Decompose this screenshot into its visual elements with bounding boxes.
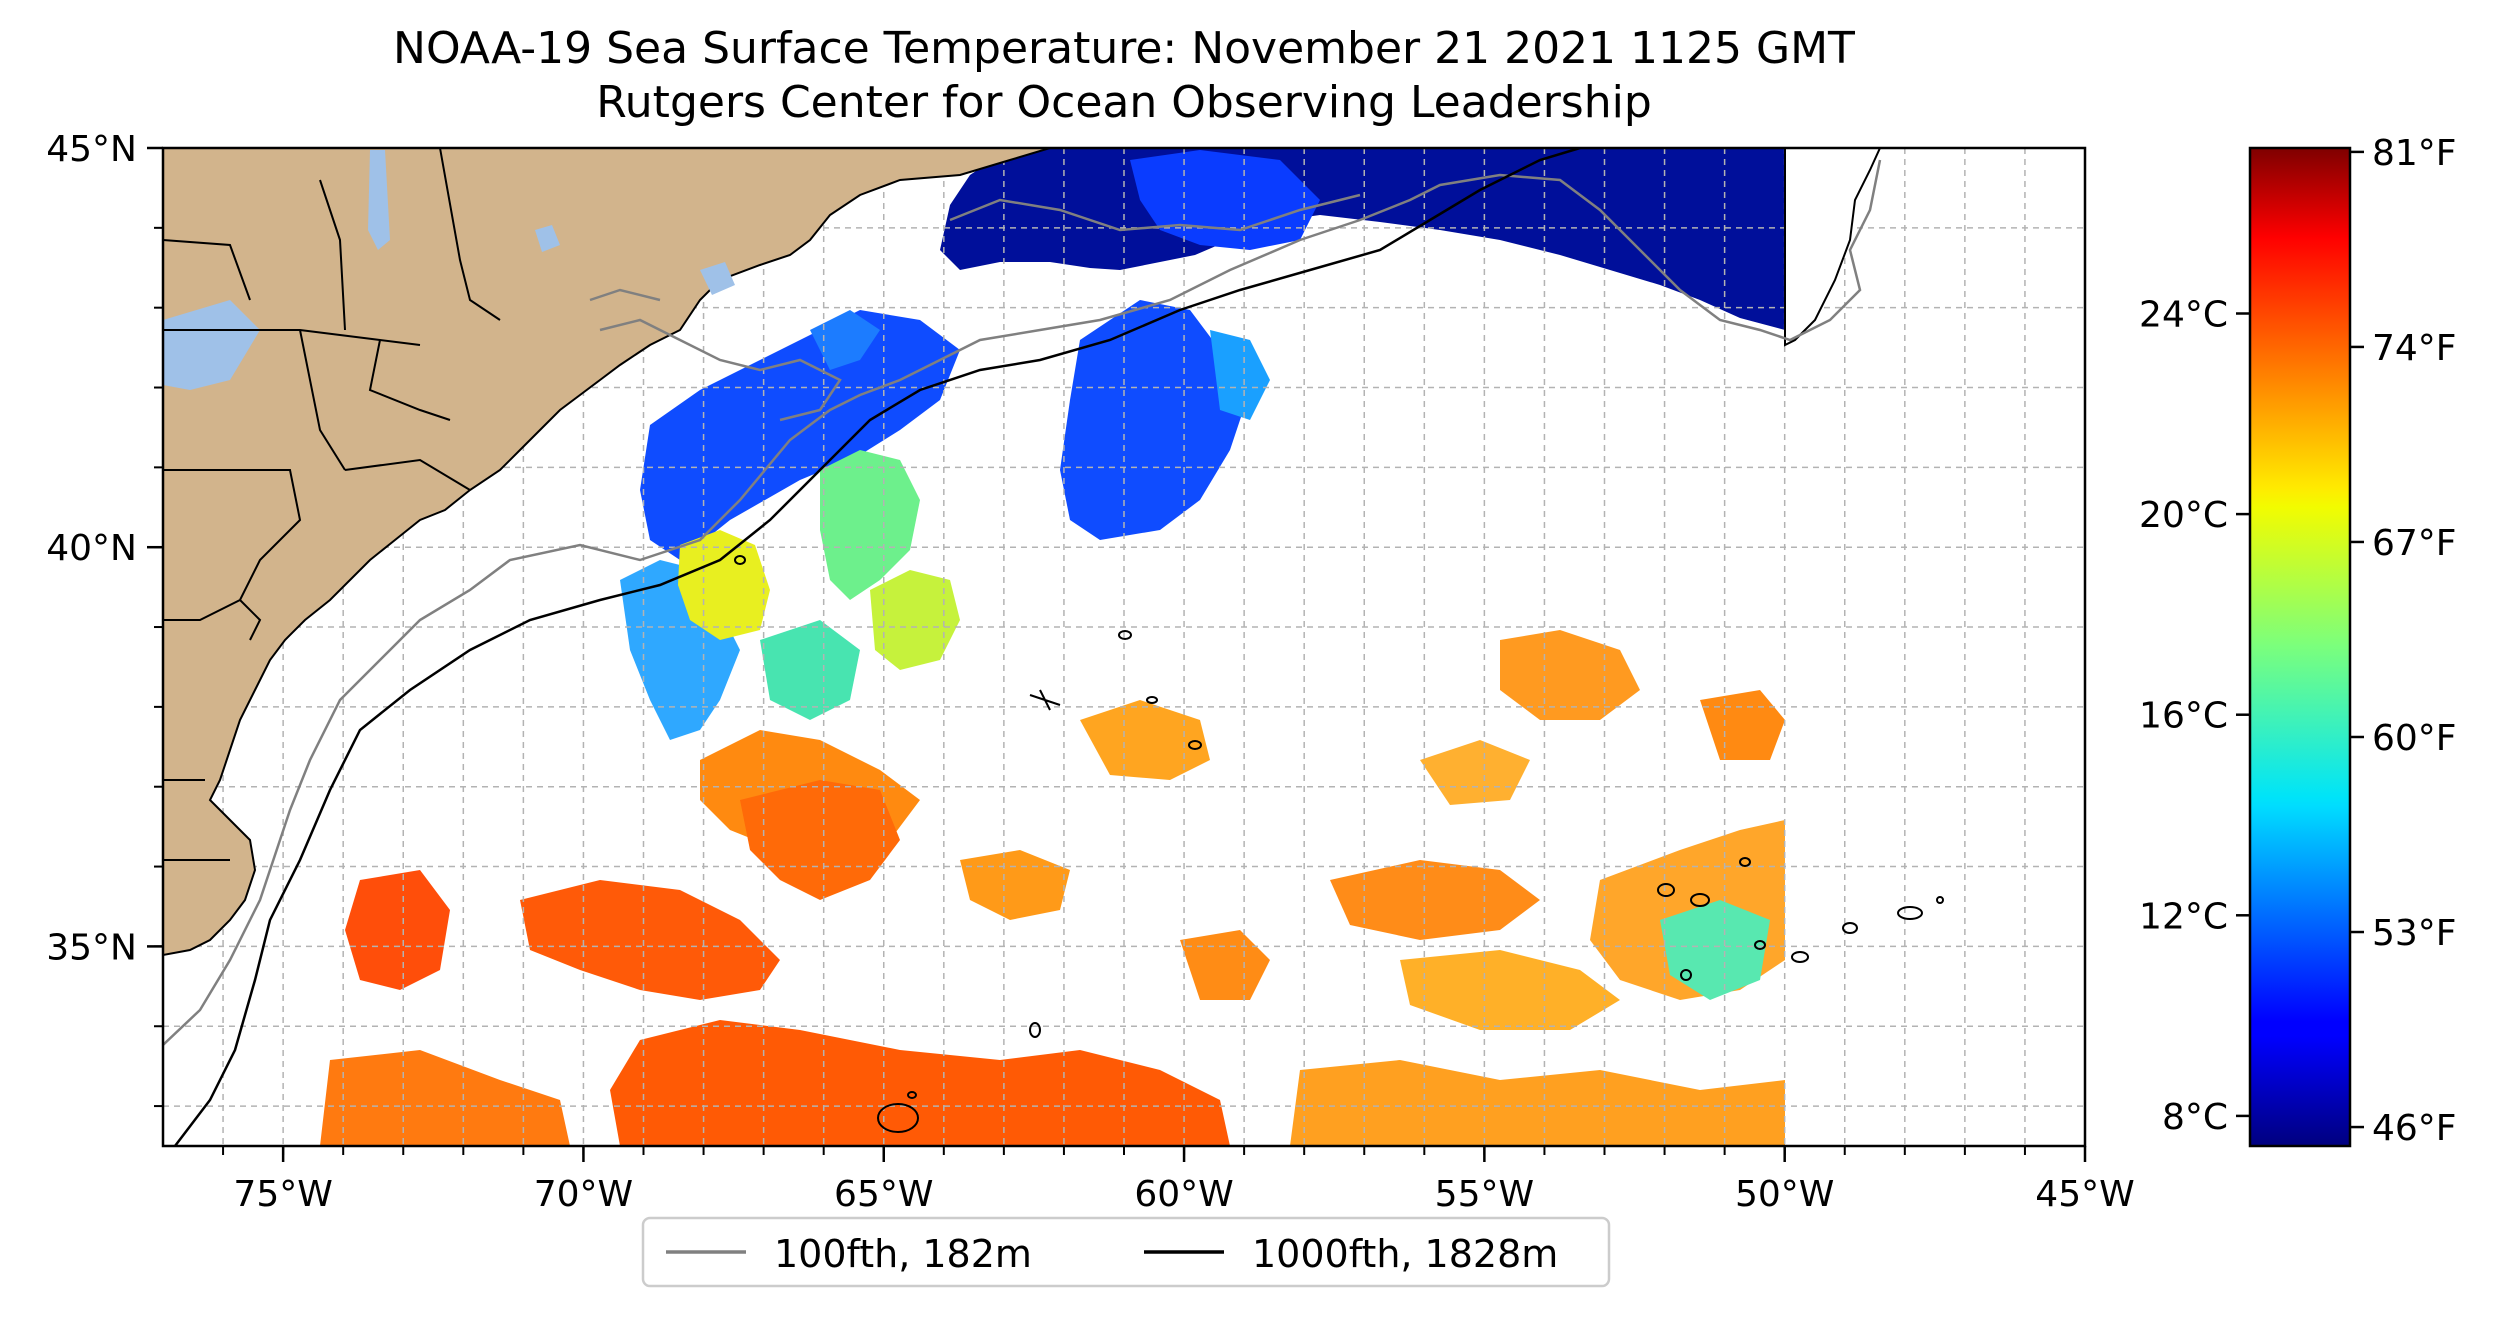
colorbar-celsius-label: 8°C [2162,1097,2228,1138]
sst-warm-patch [740,780,900,900]
colorbar: 8°C 12°C 16°C 20°C 24°C 46°F 53°F 60°F 67°F 74°F 8… [2139,133,2456,1149]
sst-warm-patch [345,870,450,990]
lon-tick-label: 55°W [1435,1174,1534,1215]
subtitle-line: Rutgers Center for Ocean Observing Leade… [596,77,1652,128]
lon-tick-label: 50°W [1735,1174,1834,1215]
lake [163,300,260,390]
legend-frame [641,1216,1611,1288]
sst-cool-patch [1060,300,1250,540]
colorbar-fahrenheit-label: 46°F [2372,1108,2457,1149]
lat-tick-label: 40°N [46,528,137,569]
sst-mid-patch [678,530,770,640]
title-line: NOAA-19 Sea Surface Temperature: Novembe… [393,23,1855,74]
legend-label-1000fth: 1000fth, 1828m [1252,1232,1558,1276]
lon-tick-label: 45°W [2035,1174,2134,1215]
sst-warm-patch [1420,740,1530,805]
isobath-100fth [589,193,1361,422]
land-layer [163,148,1882,957]
sst-cool-patch [810,310,880,370]
sst-layer [320,148,1785,1146]
isobath-1000fth [174,148,1581,1146]
sst-cool-patch [1210,330,1270,420]
lat-tick-label: 35°N [46,927,137,968]
lon-tick-label: 65°W [834,1174,933,1215]
isobath-layer [163,148,1944,1146]
lake [700,262,735,295]
sst-warm-patch [1500,630,1640,720]
colorbar-gradient [2248,146,2352,1148]
legend-label-100fth: 100fth, 182m [774,1232,1032,1276]
colorbar-celsius-label: 24°C [2139,294,2228,335]
sst-warm-patch [610,1020,1230,1146]
lon-tick-label: 70°W [534,1174,633,1215]
sst-mid-patch [870,570,960,670]
colorbar-celsius-label: 16°C [2139,696,2228,737]
sst-cool-patch [640,310,960,560]
sst-warm-patch [1660,900,1770,1000]
colorbar-celsius-label: 20°C [2139,495,2228,536]
sst-warm-patch [1330,860,1540,940]
lat-tick-label: 45°N [46,129,137,170]
sst-warm-patch [320,1050,570,1146]
seamount-contours [734,555,1944,1133]
map-axes: 75°W 70°W 65°W 60°W 55°W 50°W 45°W 45°N 40°N 35°N [46,129,2134,1215]
sst-warm-patch [960,850,1070,920]
land-mass [163,148,1051,957]
sst-warm-patch [1180,930,1270,1000]
colorbar-fahrenheit-label: 67°F [2372,523,2457,564]
colorbar-fahrenheit-label: 74°F [2372,328,2457,369]
map-panel: 75°W 70°W 65°W 60°W 55°W 50°W 45°W 45°N 40°N 35°N [46,129,2134,1215]
isobath-100fth [163,159,1882,1046]
state-border [163,148,501,861]
sst-mid-patch [760,620,860,720]
sst-warm-patch [1400,950,1620,1030]
lon-tick-label: 75°W [233,1174,332,1215]
map-title: NOAA-19 Sea Surface Temperature: Novembe… [163,22,2085,130]
sst-mid-patch [820,450,920,600]
colorbar-fahrenheit-label: 81°F [2372,133,2457,174]
lake [535,225,560,252]
sst-warm-patch [1290,1060,1785,1146]
sst-warm-patch [520,880,780,1000]
sst-warm-patch [1080,700,1210,780]
lon-tick-label: 60°W [1134,1174,1233,1215]
colorbar-fahrenheit-label: 53°F [2372,913,2457,954]
colorbar-celsius-label: 12°C [2139,896,2228,937]
lake [368,150,390,250]
land-mass [1784,148,1882,347]
colorbar-fahrenheit-label: 60°F [2372,718,2457,759]
legend: 100fth, 182m 1000fth, 1828m [641,1216,1611,1288]
